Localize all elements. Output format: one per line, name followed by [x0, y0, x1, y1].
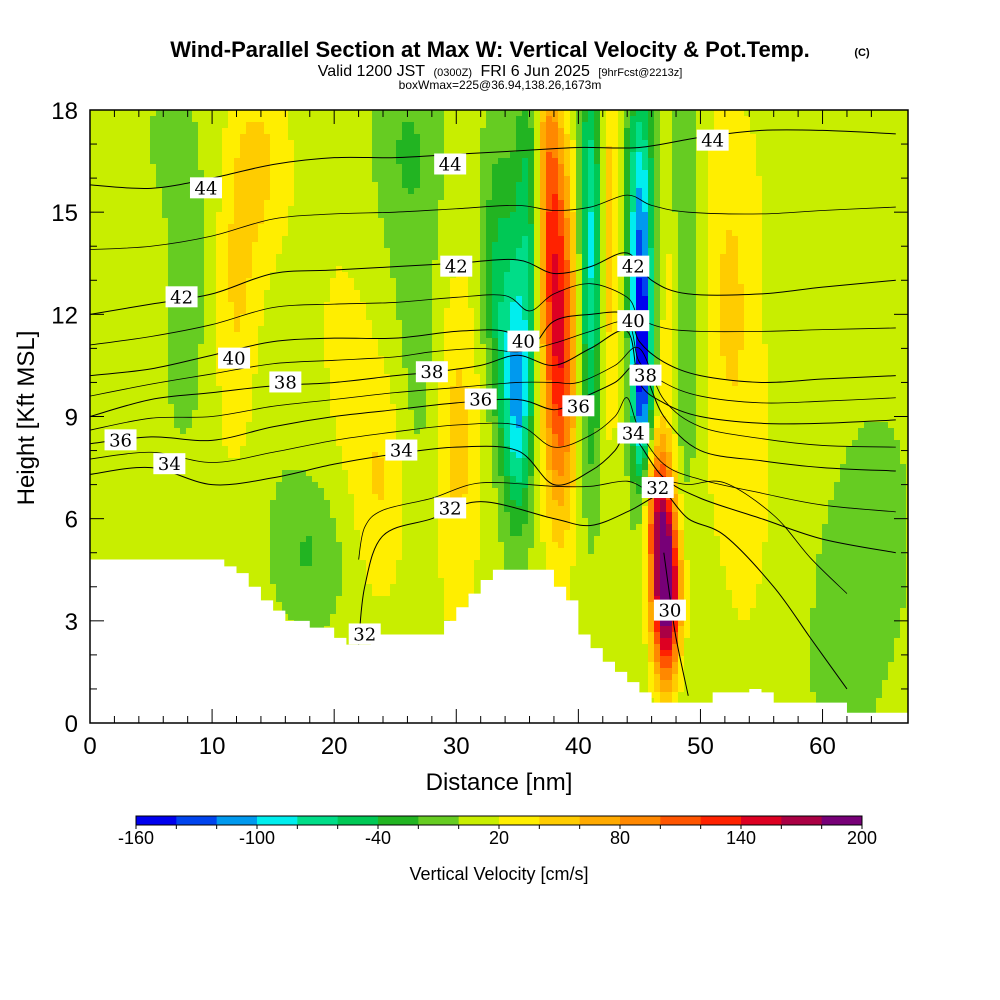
colorbar-tick-label: -160 — [118, 828, 154, 848]
y-tick-label: 9 — [65, 405, 78, 432]
y-tick-label: 15 — [51, 200, 78, 227]
colorbar-swatch — [216, 816, 258, 825]
boxwmax-info: boxWmax=225@36.94,138.26,1673m — [399, 78, 602, 92]
y-tick-label: 12 — [51, 302, 78, 329]
theta-label: 44 — [189, 177, 222, 199]
theta-label: 36 — [104, 429, 137, 451]
theta-contour-intermediate — [358, 480, 848, 594]
copyright-mark: (C) — [854, 47, 870, 59]
x-tick-label: 30 — [443, 733, 470, 760]
theta-label: 32 — [434, 497, 467, 519]
theta-contour-32 — [358, 490, 848, 690]
colorbar-tick-label: 20 — [489, 828, 509, 848]
colorbar-swatch — [458, 816, 500, 825]
colorbar-labels: -160 -100 -40 20 80 140 200 — [118, 828, 877, 848]
y-tick-label: 6 — [65, 507, 78, 534]
theta-label: 36 — [562, 395, 595, 417]
theta-contour-40 — [90, 311, 896, 384]
chart-subtitle: Valid 1200 JST (0300Z) FRI 6 Jun 2025 [9… — [318, 63, 683, 80]
x-tick-label: 50 — [687, 733, 714, 760]
theta-label: 34 — [153, 453, 186, 475]
theta-label: 30 — [653, 599, 686, 622]
colorbar-swatch — [821, 816, 863, 825]
theta-contour-intermediate — [90, 283, 896, 346]
x-axis-title: Distance [nm] — [426, 769, 573, 796]
theta-contour-42 — [90, 252, 896, 315]
x-tick-label: 10 — [199, 733, 226, 760]
theta-contour-36 — [90, 363, 896, 472]
velocity-field — [90, 110, 908, 723]
theta-label: 44 — [696, 129, 729, 152]
colorbar-swatch — [499, 816, 540, 825]
y-tick-label: 18 — [51, 98, 78, 125]
chart-title: Wind-Parallel Section at Max W: Vertical… — [170, 37, 810, 62]
x-tick-label: 40 — [565, 733, 592, 760]
theta-label: 44 — [434, 153, 467, 175]
theta-label: 40 — [507, 330, 540, 353]
colorbar-swatch — [418, 816, 460, 825]
colorbar-tick-label: 140 — [726, 828, 756, 848]
theta-contour-34 — [90, 429, 896, 554]
x-tick-labels: 0 10 20 30 40 50 60 — [83, 733, 836, 760]
colorbar-title: Vertical Velocity [cm/s] — [409, 864, 588, 884]
axis-ticks — [89, 109, 908, 724]
colorbar-swatch — [297, 816, 339, 825]
theta-label: 32 — [348, 623, 381, 645]
colorbar-swatch — [378, 816, 419, 825]
theta-contours — [90, 129, 896, 696]
colorbar-swatch — [337, 816, 379, 825]
y-tick-label: 3 — [65, 609, 78, 636]
colorbar-swatch — [620, 816, 661, 825]
colorbar-tick-label: -100 — [239, 828, 275, 848]
y-tick-label: 0 — [65, 711, 78, 738]
valid-zulu: (0300Z) — [434, 67, 473, 79]
theta-label: 38 — [629, 364, 662, 387]
terrain-shape — [90, 559, 908, 723]
theta-label: 42 — [440, 255, 473, 278]
theta-label: 38 — [269, 371, 302, 393]
theta-label: 34 — [385, 439, 418, 462]
valid-date: FRI 6 Jun 2025 — [480, 63, 590, 80]
theta-contour-intermediate — [90, 346, 896, 448]
colorbar-tick-label: 200 — [847, 828, 877, 848]
x-tick-label: 60 — [809, 733, 836, 760]
theta-label: 40 — [617, 310, 650, 332]
theta-contour-intermediate — [90, 194, 896, 251]
colorbar-tick-label: 80 — [610, 828, 630, 848]
colorbar-swatch — [257, 816, 298, 825]
theta-label: 32 — [641, 477, 674, 499]
theta-label: 40 — [218, 347, 251, 370]
colorbar-swatch — [539, 816, 581, 825]
y-tick-labels: 0 3 6 9 12 15 18 — [51, 98, 78, 738]
y-axis-title: Height [Kft MSL] — [13, 331, 40, 506]
colorbar-swatch — [741, 816, 782, 825]
theta-label: 34 — [617, 422, 650, 445]
theta-label: 38 — [415, 361, 448, 383]
theta-contour-44 — [90, 129, 896, 190]
terrain-mask — [90, 559, 908, 723]
x-tick-label: 20 — [321, 733, 348, 760]
theta-label: 36 — [464, 388, 497, 410]
valid-prefix: Valid 1200 JST — [318, 63, 426, 80]
colorbar-swatch — [660, 816, 702, 825]
x-tick-label: 0 — [83, 733, 96, 760]
colorbar-swatch — [579, 816, 621, 825]
theta-contour-intermediate — [90, 397, 896, 513]
colorbar-swatch — [700, 816, 742, 825]
forecast-info: [9hrFcst@2213z] — [598, 67, 682, 79]
theta-label: 42 — [165, 286, 198, 308]
theta-contour-labels: 44 44 44 42 42 42 40 40 40 38 38 38 36 36 36 34 34 34 32 32… — [104, 129, 729, 645]
colorbar-swatch — [136, 816, 177, 825]
colorbar-tick-label: -40 — [365, 828, 391, 848]
theta-contour-38 — [90, 329, 896, 425]
colorbar — [135, 815, 863, 829]
colorbar-swatch — [176, 816, 218, 825]
colorbar-swatch — [781, 816, 823, 825]
theta-label: 42 — [617, 255, 650, 278]
